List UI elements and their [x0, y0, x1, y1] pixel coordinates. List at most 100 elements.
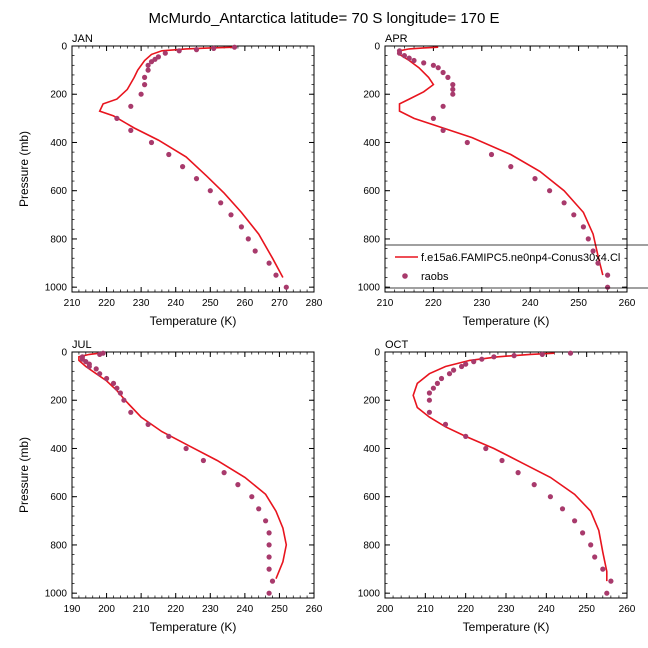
- model-profile-line-jan: [98, 46, 284, 278]
- raobs-point-oct: [499, 457, 505, 464]
- raobs-point-oct: [434, 380, 440, 386]
- y-tick-label: 400: [50, 444, 67, 455]
- raobs-point-jul: [114, 385, 120, 391]
- x-tick-label: 260: [237, 298, 254, 309]
- raobs-point-oct: [451, 367, 457, 373]
- x-tick-label: 250: [202, 298, 219, 309]
- y-axis-label-jul: Pressure (mb): [17, 437, 31, 513]
- y-axis-label-jan: Pressure (mb): [17, 131, 31, 207]
- raobs-point-apr: [396, 50, 403, 56]
- raobs-point-apr: [421, 60, 427, 66]
- y-tick-label: 400: [363, 444, 380, 455]
- y-tick-label: 400: [50, 138, 67, 149]
- raobs-point-jan: [218, 200, 224, 206]
- raobs-point-oct: [463, 433, 469, 439]
- raobs-point-jan: [180, 164, 186, 170]
- raobs-point-apr: [571, 212, 577, 218]
- x-tick-label: 230: [473, 298, 490, 309]
- raobs-point-jul: [117, 390, 123, 396]
- raobs-point-jul: [93, 366, 99, 372]
- raobs-point-jan: [273, 272, 279, 278]
- x-tick-label: 220: [425, 298, 442, 309]
- raobs-point-apr: [595, 260, 601, 266]
- raobs-point-oct: [547, 494, 554, 500]
- raobs-point-oct: [588, 542, 594, 548]
- raobs-point-apr: [547, 188, 553, 194]
- raobs-point-apr: [605, 284, 611, 290]
- raobs-point-apr: [406, 55, 412, 61]
- raobs-point-oct: [463, 361, 469, 367]
- raobs-point-oct: [442, 421, 449, 427]
- raobs-point-oct: [531, 482, 537, 488]
- raobs-point-oct: [446, 371, 453, 377]
- x-tick-label: 210: [64, 298, 81, 309]
- raobs-point-jan: [148, 139, 155, 146]
- raobs-point-jan: [193, 47, 200, 53]
- plot-frame-jul: [71, 351, 315, 599]
- model-profile-line-apr: [398, 46, 604, 276]
- raobs-point-oct: [438, 375, 445, 382]
- x-tick-label: 250: [271, 604, 288, 615]
- raobs-point-jan: [245, 236, 251, 242]
- raobs-point-jan: [266, 260, 272, 266]
- raobs-point-jan: [283, 284, 289, 290]
- raobs-point-apr: [411, 57, 417, 64]
- raobs-point-jan: [162, 50, 168, 56]
- raobs-point-jul: [263, 518, 269, 524]
- raobs-point-jul: [183, 445, 189, 452]
- raobs-point-oct: [592, 554, 598, 560]
- y-tick-label: 600: [50, 186, 67, 197]
- y-tick-label: 800: [50, 540, 67, 551]
- x-tick-label: 210: [417, 604, 434, 615]
- x-tick-label: 240: [538, 604, 555, 615]
- x-tick-label: 220: [98, 298, 115, 309]
- month-label-jul: JUL: [72, 339, 92, 351]
- y-tick-label: 200: [363, 90, 380, 101]
- raobs-point-oct: [483, 445, 489, 452]
- x-tick-label: 220: [167, 604, 184, 615]
- y-tick-label: 200: [363, 396, 380, 407]
- y-tick-label: 600: [363, 186, 380, 197]
- raobs-point-oct: [491, 354, 497, 360]
- raobs-point-oct: [479, 356, 485, 362]
- x-axis-label-jan: Temperature (K): [150, 314, 237, 328]
- legend: f.e15a6.FAMIPC5.ne0np4-Conus30x4.Cl raob…: [385, 244, 648, 289]
- x-tick-label: 260: [306, 604, 323, 615]
- raobs-point-jul: [200, 457, 206, 464]
- y-tick-label: 0: [374, 348, 380, 359]
- x-tick-label: 260: [619, 604, 636, 615]
- raobs-point-apr: [440, 69, 446, 76]
- raobs-point-apr: [430, 115, 436, 121]
- panel-jul: JUL 190 200 210 220 230 240 250 260 0 200 400 600 800…: [17, 339, 323, 634]
- x-tick-label: 200: [377, 604, 394, 615]
- month-label-apr: APR: [385, 33, 408, 45]
- raobs-point-apr: [585, 236, 591, 242]
- raobs-point-apr: [450, 82, 456, 88]
- raobs-point-apr: [445, 74, 451, 80]
- raobs-point-jul: [266, 542, 272, 548]
- panel-jan: JAN 210 220 230 240 250 260 270 280 0 200 400 600 800…: [17, 33, 323, 328]
- raobs-point-jul: [97, 371, 103, 377]
- x-tick-label: 220: [457, 604, 474, 615]
- raobs-point-jul: [104, 375, 110, 382]
- x-tick-label: 240: [167, 298, 184, 309]
- raobs-point-oct: [608, 578, 614, 584]
- raobs-point-apr: [508, 164, 514, 170]
- raobs-point-jan: [142, 74, 148, 80]
- x-axis-label-apr: Temperature (K): [463, 314, 550, 328]
- raobs-point-apr: [488, 151, 495, 158]
- raobs-point-apr: [401, 53, 407, 59]
- raobs-point-jan: [228, 212, 234, 218]
- raobs-point-jan: [166, 151, 172, 158]
- y-tick-label: 1000: [45, 283, 68, 294]
- raobs-point-jul: [121, 397, 127, 403]
- x-tick-label: 240: [237, 604, 254, 615]
- raobs-point-jan: [193, 176, 200, 182]
- x-axis-label-oct: Temperature (K): [463, 620, 550, 634]
- raobs-point-jul: [128, 409, 134, 415]
- raobs-point-jul: [266, 554, 272, 560]
- raobs-point-jan: [145, 67, 151, 73]
- y-tick-label: 800: [363, 234, 380, 245]
- plot-frame-apr: [384, 45, 628, 293]
